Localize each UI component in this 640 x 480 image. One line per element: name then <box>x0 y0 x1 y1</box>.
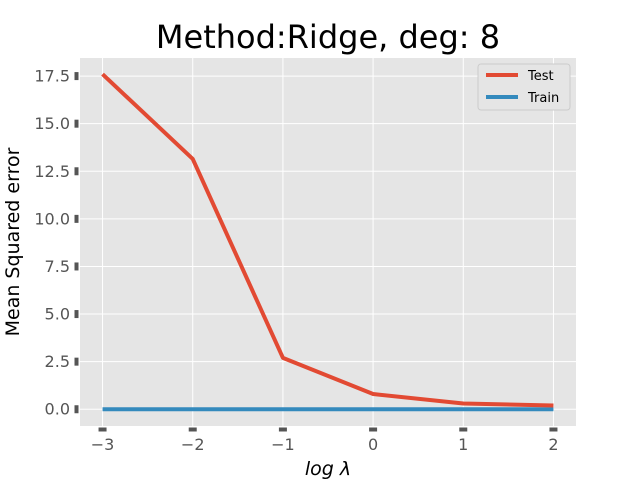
x-tick-mark <box>549 427 558 432</box>
y-axis-label: Mean Squared error <box>2 147 24 336</box>
x-tick-mark <box>188 427 197 432</box>
y-tick-mark <box>74 167 79 176</box>
x-tick-label: 2 <box>548 435 558 454</box>
y-tick-label: 12.5 <box>34 162 70 181</box>
y-tick-label: 5.0 <box>45 305 70 324</box>
legend: Test Train <box>477 63 571 111</box>
y-tick-label: 2.5 <box>45 352 70 371</box>
y-tick-label: 0.0 <box>45 400 70 419</box>
x-tick-label: −1 <box>271 435 295 454</box>
x-tick-label: 1 <box>458 435 468 454</box>
y-tick-mark <box>74 72 79 81</box>
x-tick-mark <box>278 427 287 432</box>
x-tick-label: −2 <box>181 435 205 454</box>
plot-area <box>80 58 576 426</box>
legend-label-train: Train <box>527 91 559 106</box>
x-axis-label: log λ <box>305 458 351 480</box>
y-tick-label: 7.5 <box>45 257 70 276</box>
y-tick-label: 10.0 <box>34 209 70 228</box>
y-tick-mark <box>74 405 79 414</box>
series-lines <box>101 72 554 412</box>
series-line-test <box>101 72 554 408</box>
y-tick-label: 15.0 <box>34 114 70 133</box>
legend-label-test: Test <box>527 69 554 84</box>
y-tick-label: 17.5 <box>34 67 70 86</box>
y-tick-mark <box>74 214 79 223</box>
ticks: −3 −2 −1 0 1 2 0.0 2.5 5.0 7.5 10.0 12.5 15.0 17.5 <box>34 67 558 454</box>
y-tick-mark <box>74 357 79 366</box>
chart-title: Method:Ridge, deg: 8 <box>156 18 500 56</box>
x-tick-mark <box>369 427 378 432</box>
x-tick-label: 0 <box>368 435 378 454</box>
x-tick-mark <box>98 427 107 432</box>
x-tick-label: −3 <box>91 435 115 454</box>
y-tick-mark <box>74 310 79 319</box>
y-tick-mark <box>74 262 79 271</box>
y-tick-mark <box>74 119 79 128</box>
x-tick-mark <box>459 427 468 432</box>
